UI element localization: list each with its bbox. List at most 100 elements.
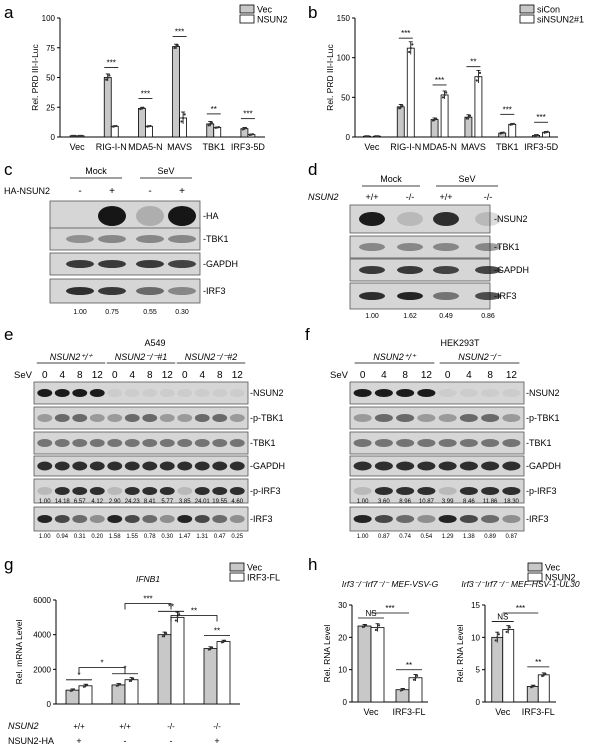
panel-letter-g: g	[4, 555, 13, 574]
legend-label: Vec	[247, 563, 263, 573]
lane-sign: -	[148, 186, 151, 197]
blot-band	[353, 389, 372, 397]
time-label: 12	[162, 370, 174, 381]
data-point	[468, 114, 472, 117]
data-point	[376, 626, 379, 629]
blot-band	[37, 461, 53, 471]
data-point	[377, 135, 380, 138]
y-tick-label: 0	[346, 133, 351, 142]
y-tick-label: 2000	[33, 665, 51, 674]
lane-sign: +	[109, 186, 115, 197]
bar-sicon	[430, 119, 439, 138]
blot-band	[459, 487, 478, 495]
blot-band	[229, 439, 245, 447]
data-point	[494, 639, 497, 642]
x-tick-label: RIG-I-N	[96, 142, 127, 152]
y-tick-label: 100	[337, 54, 351, 63]
time-label: 8	[147, 370, 153, 381]
lane-sign: -	[78, 186, 81, 197]
chart-title: Irf3⁻/⁻Irf7⁻/⁻ MEF-HSV-1-UL30	[461, 579, 580, 589]
quant-value: 0.89	[484, 534, 496, 540]
blot-band	[359, 266, 385, 274]
blot-band	[98, 235, 126, 243]
band-label: -TBK1	[250, 438, 276, 448]
quant-value: 1.00	[357, 534, 369, 540]
data-point	[176, 616, 179, 619]
lane-sign: +/+	[365, 192, 378, 202]
data-point	[211, 646, 214, 649]
panel-letter-f: f	[305, 325, 310, 344]
blot-strip	[349, 431, 525, 455]
blot-band	[136, 235, 164, 243]
time-label: 12	[232, 370, 244, 381]
data-point	[224, 639, 227, 642]
y-axis-label: Rel. PRD III-I-Luc	[30, 43, 40, 110]
blot-band	[98, 260, 126, 268]
data-point	[544, 672, 547, 675]
quant-value: 8.96	[399, 499, 411, 505]
group-label: Mock	[85, 166, 107, 176]
quant-value: 0.49	[439, 313, 453, 320]
bar-nsun2	[502, 629, 515, 703]
data-point	[74, 134, 77, 137]
x-tick-label: MAVS	[167, 142, 192, 152]
blot-band	[107, 414, 123, 422]
group-label: NSUN2⁻/⁻#2	[185, 352, 238, 362]
y-tick-label: 20	[338, 633, 347, 642]
blot-band	[481, 487, 500, 495]
genotype-label: +/+	[73, 722, 85, 731]
blot-band	[396, 487, 415, 495]
y-tick-label: 100	[42, 14, 56, 23]
y-axis-label: Rel. mRNA Level	[14, 620, 24, 685]
data-point	[475, 79, 478, 82]
blot-band	[89, 515, 105, 523]
data-point	[367, 135, 370, 138]
data-point	[541, 674, 544, 678]
blot-band	[229, 414, 245, 422]
quant-value: 0.30	[161, 534, 173, 540]
quant-value: 3.60	[378, 499, 390, 505]
blot-d: Mock SeV NSUN2 +/+ -/- +/+ -/- -NSUN2 -TBK1 -GAPD…	[308, 174, 529, 320]
band-label: -IRF3	[203, 286, 226, 296]
y-tick-label: 50	[46, 74, 55, 83]
blot-band	[229, 515, 245, 523]
row-label-nsun2: NSUN2	[8, 721, 39, 731]
data-point	[478, 71, 482, 74]
quant-value: 18.30	[504, 499, 520, 505]
bar-vec	[111, 684, 126, 705]
data-point	[398, 107, 401, 110]
x-tick-label: IRF3-5D	[231, 142, 266, 152]
blot-band	[481, 515, 500, 523]
blot-band	[502, 487, 521, 495]
data-point	[445, 91, 448, 94]
panel-letter-e: e	[4, 325, 13, 344]
blot-band	[481, 461, 500, 471]
western-blots: Mock SeV HA-NSUN2 - + - + -HA -TBK1 -GAPDH -IRF3 1.…	[4, 166, 561, 540]
bar-nsun2	[213, 127, 222, 138]
blot-band	[353, 414, 372, 422]
blot-band	[212, 515, 228, 523]
comparison-label: ***	[385, 604, 394, 613]
band-label: -TBK1	[203, 234, 229, 244]
blot-band	[194, 439, 210, 447]
blot-band	[177, 515, 193, 523]
band-label: -NSUN2	[250, 388, 284, 398]
comparison-bracket	[170, 615, 218, 622]
blot-band	[433, 243, 459, 251]
blot-band	[212, 461, 228, 471]
band-label: -TBK1	[494, 242, 520, 252]
y-tick-label: 25	[46, 103, 55, 112]
data-point	[467, 116, 470, 119]
blot-band	[417, 515, 436, 523]
data-point	[431, 119, 435, 122]
blot-title: A549	[144, 338, 165, 348]
blot-band	[124, 439, 140, 447]
quant-value: 2.90	[109, 499, 121, 505]
bar-irf3-fl	[124, 679, 139, 705]
blot-band	[107, 487, 123, 495]
quant-value: 19.55	[212, 499, 228, 505]
blot-band	[72, 389, 88, 397]
lane-sign: +/+	[439, 192, 452, 202]
y-tick-label: 30	[338, 601, 347, 610]
